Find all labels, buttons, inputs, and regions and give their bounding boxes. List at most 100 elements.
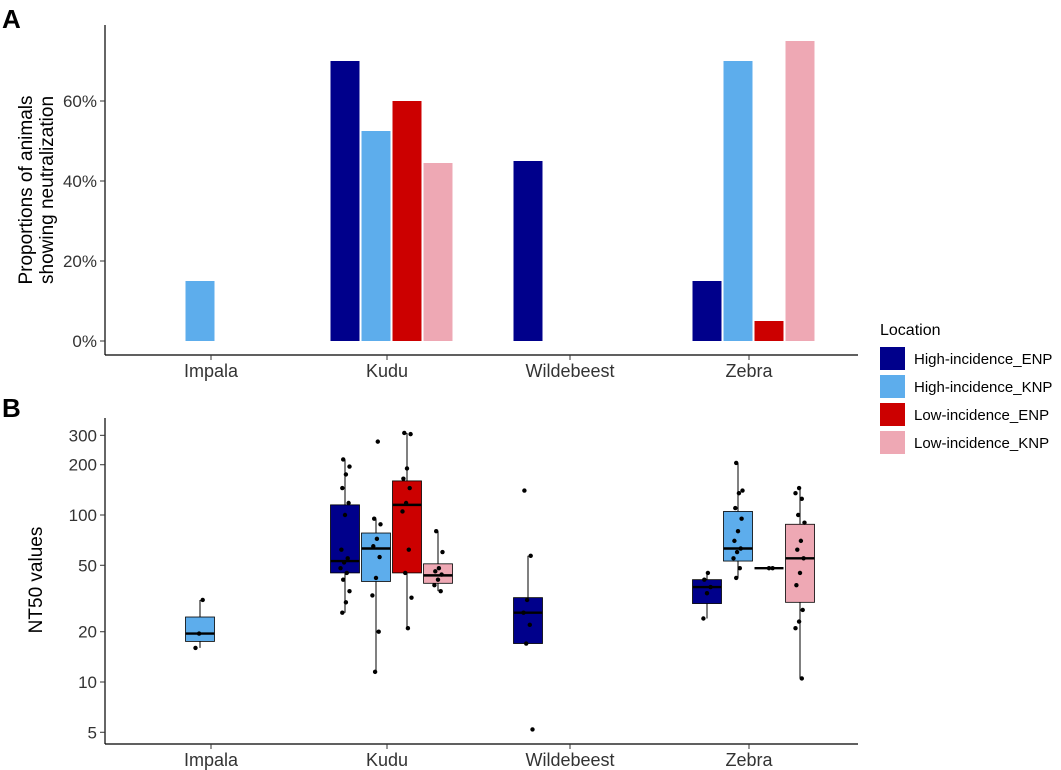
- box-kudu-high-incidence-enp-point: [340, 485, 345, 491]
- box-zebra-high-incidence-knp-point: [735, 528, 741, 534]
- legend-label-low-incidence-enp: Low-incidence_ENP: [914, 407, 1049, 424]
- box-kudu-high-incidence-enp-point: [339, 547, 344, 552]
- box-wildebeest-high-incidence-enp-point: [530, 727, 535, 732]
- box-impala-high-incidence-knp-point: [193, 645, 198, 651]
- box-zebra-low-incidence-enp-point: [770, 566, 775, 571]
- box-zebra-low-incidence-knp-point: [799, 496, 804, 502]
- panel-b-y-tick-label: 5: [88, 723, 97, 742]
- box-zebra-low-incidence-knp-point: [796, 485, 802, 491]
- box-kudu-low-incidence-knp-point: [435, 577, 441, 582]
- box-kudu-low-incidence-knp-point: [438, 588, 443, 594]
- panel-b-y-tick-label: 50: [78, 556, 97, 575]
- bar-kudu-low-incidence-enp: [392, 101, 422, 341]
- panel-b-y-tick-label: 200: [69, 456, 97, 475]
- bar-zebra-low-incidence-enp: [754, 321, 784, 341]
- panel-a-y-tick-label: 40%: [63, 172, 97, 191]
- box-zebra-high-incidence-knp-point: [731, 556, 736, 561]
- box-kudu-low-incidence-enp-point: [409, 595, 414, 600]
- box-kudu-low-incidence-enp-point: [401, 476, 406, 481]
- box-kudu-low-incidence-enp-iqr: [392, 480, 422, 574]
- legend-swatch-high-incidence-knp: [880, 375, 905, 398]
- panel-b-letter: B: [2, 393, 21, 423]
- box-impala-high-incidence-knp-iqr: [185, 616, 215, 642]
- box-zebra-high-incidence-enp-point: [704, 591, 710, 596]
- box-kudu-high-incidence-enp-point: [341, 457, 346, 462]
- bar-kudu-high-incidence-knp: [361, 131, 391, 341]
- box-kudu-high-incidence-knp-point: [372, 669, 378, 675]
- box-kudu-high-incidence-enp-point: [343, 472, 349, 477]
- box-kudu-high-incidence-knp-point: [376, 629, 381, 634]
- bar-impala-high-incidence-knp: [185, 281, 215, 341]
- box-zebra-low-incidence-knp-point: [794, 582, 799, 588]
- box-zebra-high-incidence-enp-point: [705, 570, 711, 576]
- box-kudu-low-incidence-enp: [392, 430, 422, 631]
- box-zebra-low-incidence-knp-point: [797, 570, 803, 576]
- box-kudu-high-incidence-enp-point: [338, 566, 343, 571]
- box-kudu-high-incidence-enp-point: [341, 577, 346, 582]
- panel-b-x-label-impala: Impala: [184, 750, 239, 770]
- panel-b-y-tick-label: 100: [69, 506, 97, 525]
- box-zebra-high-incidence-knp-point: [733, 505, 738, 511]
- panel-a-x-label-kudu: Kudu: [366, 361, 408, 381]
- box-kudu-high-incidence-knp-iqr: [361, 532, 391, 582]
- box-zebra-low-incidence-knp-point: [796, 512, 801, 518]
- box-wildebeest-high-incidence-enp-iqr: [513, 597, 543, 644]
- box-kudu-high-incidence-enp-point: [344, 570, 349, 576]
- panel-a-x-label-zebra: Zebra: [725, 361, 773, 381]
- box-zebra-high-incidence-knp: [723, 460, 753, 581]
- box-kudu-high-incidence-enp-point: [347, 464, 352, 469]
- bar-kudu-high-incidence-enp: [330, 61, 360, 341]
- box-zebra-low-incidence-knp-point: [793, 625, 798, 631]
- box-kudu-low-incidence-enp-point: [402, 430, 407, 436]
- box-kudu-low-incidence-knp-iqr: [423, 563, 453, 584]
- panel-b-y-tick-label: 20: [78, 623, 97, 642]
- bar-zebra-high-incidence-enp: [692, 281, 722, 341]
- box-zebra-high-incidence-knp-point: [734, 460, 739, 466]
- panel-a-y-tick-label: 0%: [72, 332, 97, 351]
- box-kudu-high-incidence-enp-point: [343, 600, 349, 605]
- panel-b-y-tick-label: 10: [78, 673, 97, 692]
- box-kudu-high-incidence-enp-point: [340, 610, 345, 615]
- panel-a-x-label-impala: Impala: [184, 361, 239, 381]
- panel-a-x-label-wildebeest: Wildebeest: [525, 361, 614, 381]
- box-kudu-low-incidence-knp-point: [434, 528, 439, 534]
- box-zebra-low-incidence-enp: [754, 566, 784, 571]
- legend: Location High-incidence_ENP High-incidenc…: [880, 322, 1052, 454]
- box-kudu-low-incidence-knp-point: [433, 569, 438, 574]
- box-kudu-high-incidence-enp-point: [346, 500, 351, 506]
- box-zebra-high-incidence-knp-point: [737, 566, 742, 571]
- panel-b-x-label-zebra: Zebra: [725, 750, 773, 770]
- box-kudu-low-incidence-enp-point: [400, 509, 405, 514]
- box-impala-high-incidence-knp-point: [196, 631, 202, 636]
- box-impala-high-incidence-knp: [185, 597, 215, 651]
- box-kudu-low-incidence-knp-point: [432, 582, 437, 588]
- bar-zebra-low-incidence-knp: [785, 41, 815, 341]
- box-kudu-high-incidence-knp-point: [373, 575, 379, 581]
- box-kudu-low-incidence-knp: [423, 528, 453, 594]
- box-zebra-low-incidence-knp-point: [793, 491, 798, 496]
- box-kudu-high-incidence-knp-point: [378, 522, 383, 527]
- box-zebra-low-incidence-knp-point: [795, 547, 800, 552]
- box-wildebeest-high-incidence-enp: [513, 488, 543, 732]
- box-zebra-low-incidence-knp-point: [798, 538, 804, 544]
- legend-label-high-incidence-knp: High-incidence_KNP: [914, 379, 1052, 396]
- panel-b-x-label-wildebeest: Wildebeest: [525, 750, 614, 770]
- box-zebra-low-incidence-knp-point: [802, 520, 807, 525]
- panel-a-bar-chart: 0% 20% 40% 60% Impala Kudu Wildebeest Zebra Prop…: [16, 25, 858, 381]
- box-zebra-high-incidence-knp-point: [740, 488, 745, 493]
- box-zebra-high-incidence-enp: [692, 570, 722, 621]
- panel-b-y-axis-title: NT50 values: [26, 527, 47, 634]
- box-kudu-high-incidence-enp-point: [342, 512, 348, 518]
- box-wildebeest-high-incidence-enp-point: [522, 488, 527, 493]
- box-wildebeest-high-incidence-enp-point: [521, 610, 526, 615]
- box-kudu-low-incidence-enp-point: [408, 431, 413, 437]
- box-zebra-high-incidence-knp-point: [738, 546, 743, 551]
- box-kudu-low-incidence-knp-point: [439, 572, 444, 577]
- box-kudu-high-incidence-knp-point: [374, 536, 380, 542]
- panel-b-y-tick-label: 300: [69, 426, 97, 445]
- legend-swatch-high-incidence-enp: [880, 347, 905, 370]
- box-kudu-low-incidence-enp-point: [404, 466, 410, 471]
- box-zebra-high-incidence-knp-point: [734, 575, 739, 581]
- box-wildebeest-high-incidence-enp-point: [524, 641, 529, 646]
